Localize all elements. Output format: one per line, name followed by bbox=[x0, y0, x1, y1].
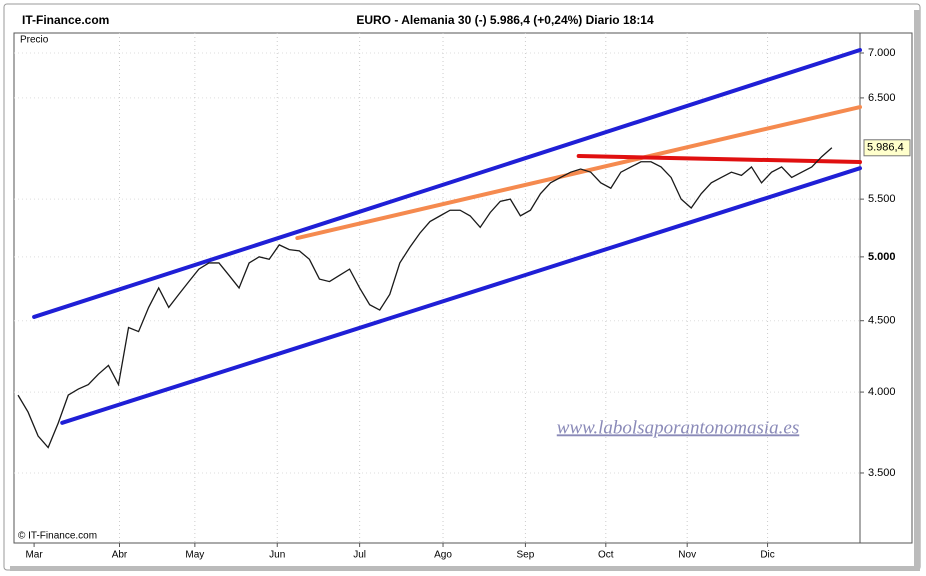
trend-line bbox=[32, 47, 862, 319]
x-tick-label: Oct bbox=[598, 550, 614, 561]
y-tick-label: 4.500 bbox=[868, 315, 896, 327]
plot-area bbox=[13, 32, 861, 544]
trend-line bbox=[576, 153, 862, 165]
copyright: © IT-Finance.com bbox=[18, 531, 97, 542]
chart-title: EURO - Alemania 30 (-) 5.986,4 (+0,24%) … bbox=[356, 13, 654, 27]
y-tick-label: 5.000 bbox=[868, 251, 896, 263]
brand: IT-Finance.com bbox=[22, 13, 109, 27]
x-tick-label: Ago bbox=[434, 550, 452, 561]
y-tick-label: 5.500 bbox=[868, 193, 896, 205]
y-tick-label: 7.000 bbox=[868, 47, 896, 59]
y-axis-area bbox=[859, 32, 913, 544]
x-tick-label: Mar bbox=[25, 550, 43, 561]
y-tick-label: 6.500 bbox=[868, 92, 896, 104]
x-tick-label: Dic bbox=[760, 550, 774, 561]
last-price-box bbox=[863, 139, 911, 157]
x-tick-label: Jun bbox=[269, 550, 285, 561]
marks: 3.500 4.000 4.500 5.000 5.500 6.500 7.000 Mar Ab… bbox=[14, 33, 911, 561]
trend-line bbox=[60, 166, 862, 425]
y-tick-label: 3.500 bbox=[868, 467, 896, 479]
trend-line bbox=[295, 105, 862, 241]
y-tick-label: 4.000 bbox=[868, 386, 896, 398]
frame-shadow bbox=[914, 10, 920, 570]
x-tick-label: Sep bbox=[517, 550, 535, 561]
x-tick-label: Abr bbox=[112, 550, 128, 561]
x-tick-label: May bbox=[185, 550, 204, 561]
x-tick-label: Jul bbox=[353, 550, 366, 561]
x-tick-label: Nov bbox=[678, 550, 696, 561]
watermark: www.labolsaporantonomasia.es bbox=[557, 417, 799, 438]
price-line bbox=[17, 147, 833, 449]
panel-label: Precio bbox=[20, 35, 49, 46]
frame-shadow bbox=[10, 566, 920, 571]
last-price-label: 5.986,4 bbox=[867, 142, 904, 154]
